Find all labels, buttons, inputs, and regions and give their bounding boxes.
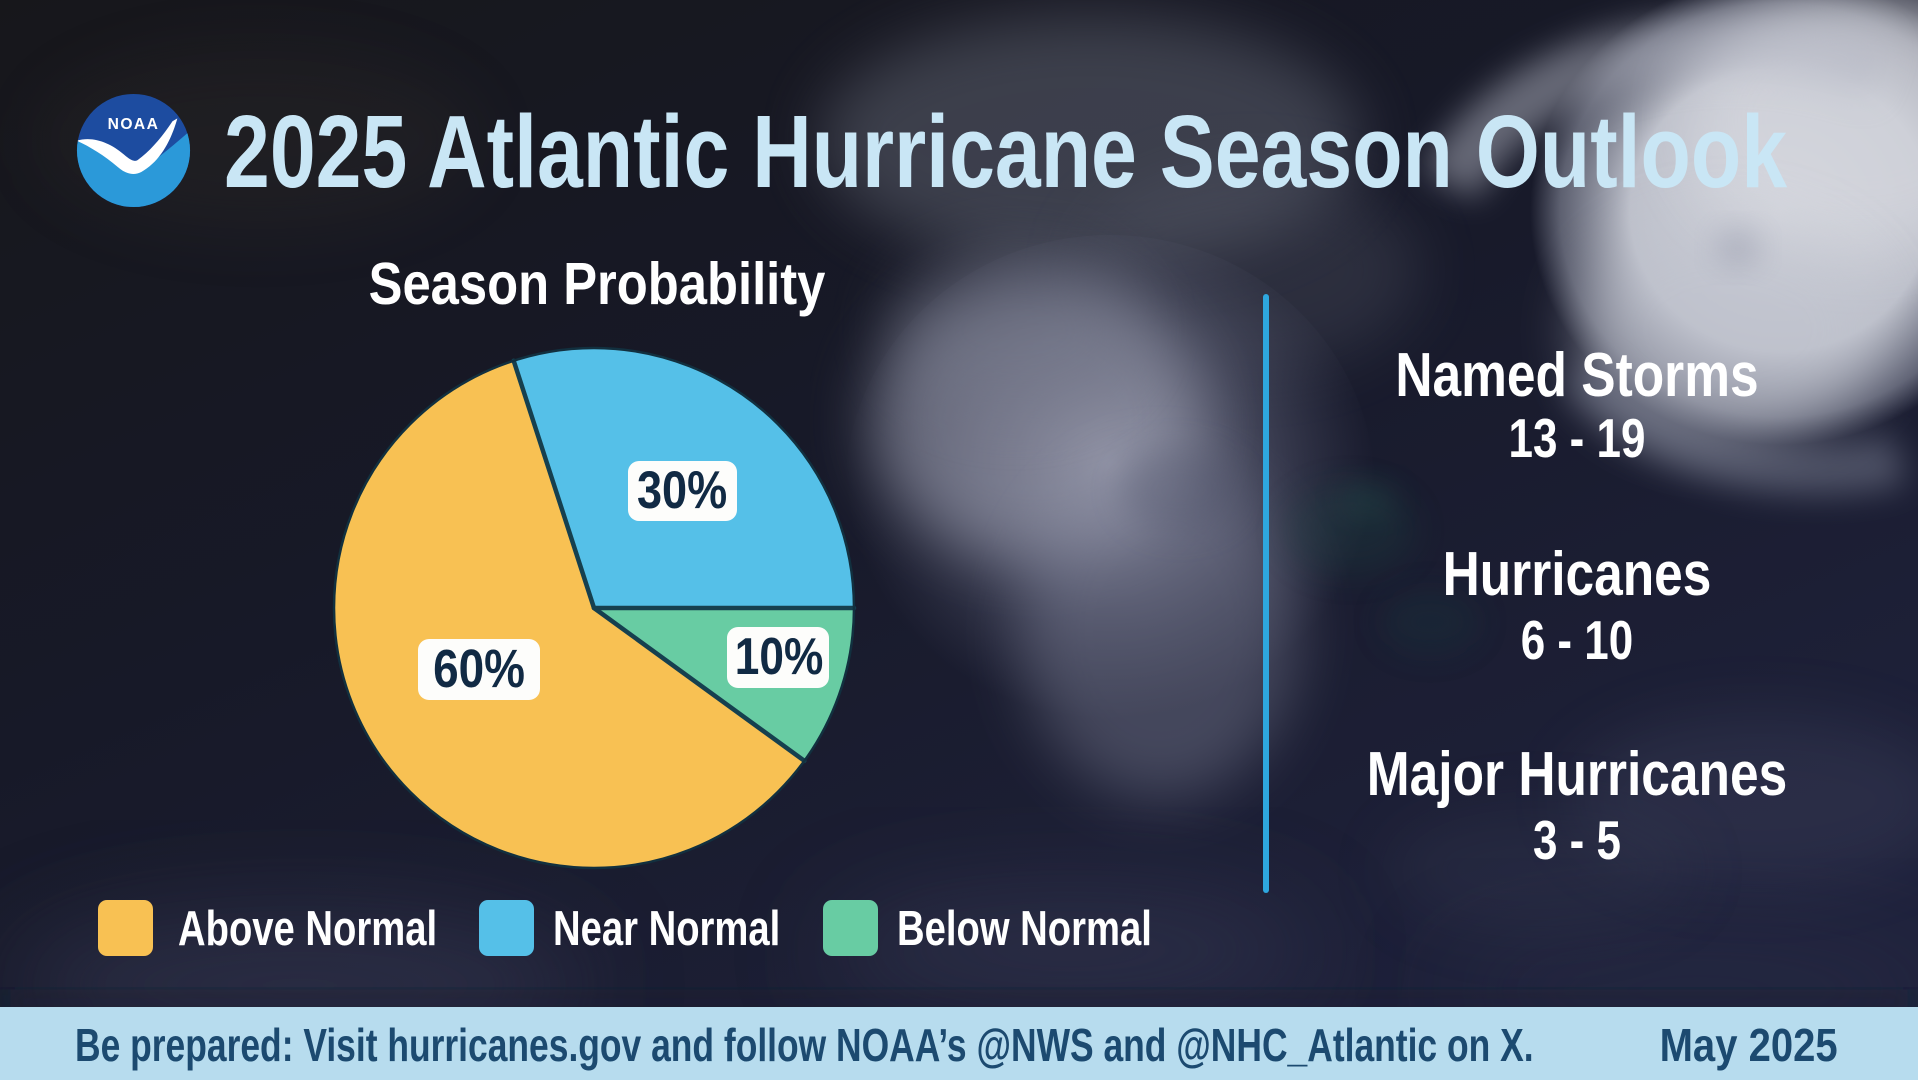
svg-text:NOAA: NOAA [108, 116, 160, 133]
